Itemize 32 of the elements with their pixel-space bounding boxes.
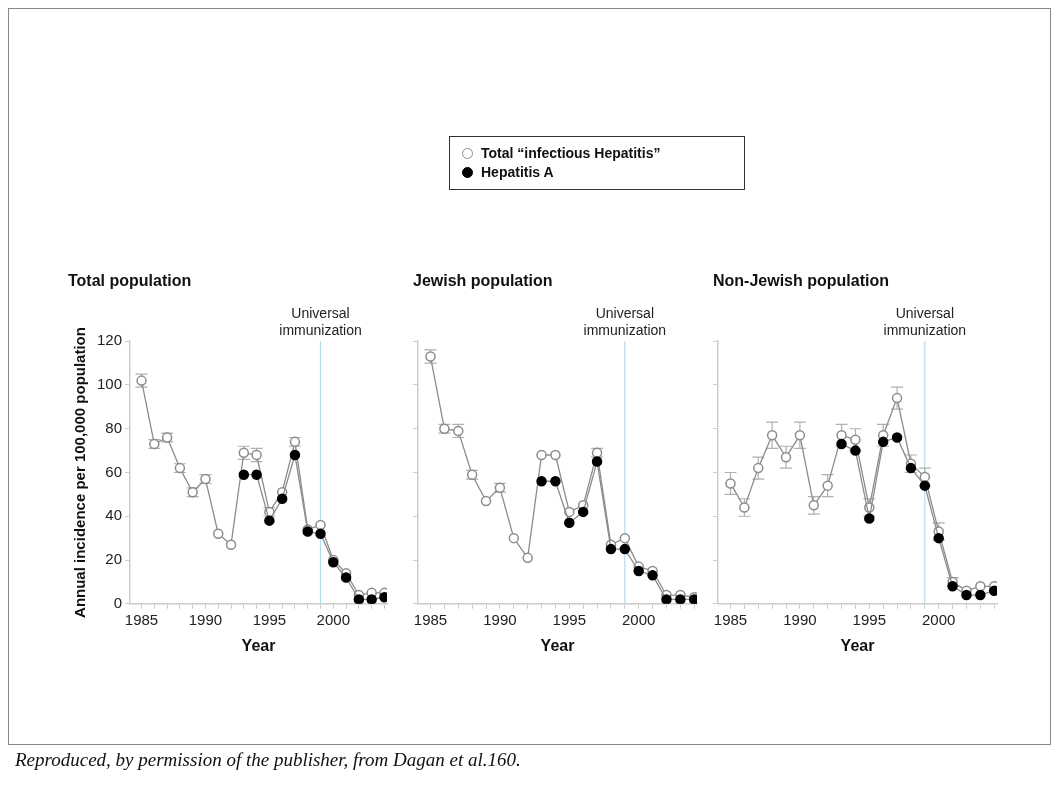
x-tick-label: 1985 [124,610,159,628]
chart-title: Jewish population [413,272,553,290]
ref-line-label: Universal immunization [279,305,362,339]
x-tick-label: 1995 [252,610,287,628]
x-tick-label: 2000 [316,610,350,628]
x-tick-label: 1990 [188,610,223,628]
y-axis-title: Annual incidence per 100,000 population [71,327,89,618]
x-tick-label: 1985 [713,610,748,628]
legend-label: Total “infectious Hepatitis” [481,144,661,163]
y-tick-label: 120 [97,331,123,349]
y-tick-label: 80 [105,418,123,436]
y-tick-label: 40 [105,506,123,524]
x-axis-title: Year [241,636,276,654]
x-tick-label: 2000 [922,610,956,628]
x-tick-label: 2000 [622,610,656,628]
text: Reproduced, by permission of the publisher, from Dagan et al.160. [15,749,521,771]
x-axis-title: Year [540,636,575,654]
x-tick-label: 1990 [783,610,817,628]
x-tick-label: 1985 [413,610,448,628]
chart-title: Non-Jewish population [713,272,889,290]
y-tick-label: 100 [97,375,123,393]
y-tick-label: 0 [113,593,123,611]
ref-line-label: Universal immunization [883,305,967,339]
x-axis-title: Year [840,636,875,654]
ref-line-label: Universal immunization [583,305,667,339]
chart-title: Total population [68,272,192,290]
y-tick-label: 20 [105,550,123,568]
x-tick-label: 1995 [852,610,886,628]
x-tick-label: 1995 [552,610,586,628]
x-tick-label: 1990 [483,610,517,628]
legend-label: Hepatitis A [481,163,554,182]
y-tick-label: 60 [105,462,123,480]
